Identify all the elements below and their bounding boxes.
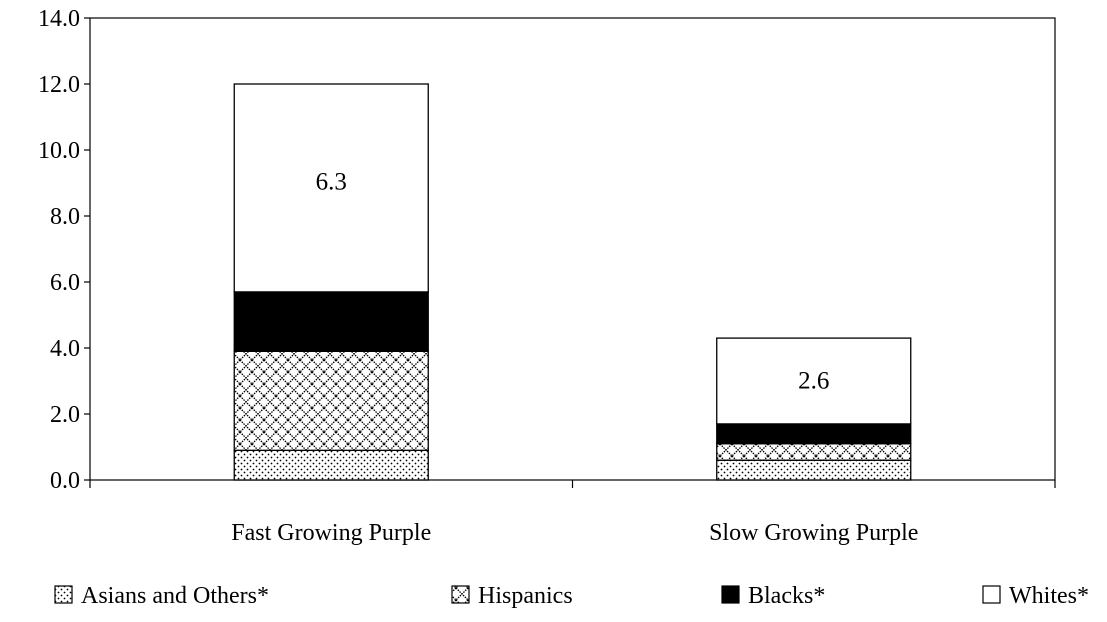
bar-segment	[233, 350, 429, 451]
bar-segment	[233, 449, 429, 481]
y-tick-label: 14.0	[38, 6, 80, 32]
bar-segment	[233, 291, 429, 352]
legend-swatch	[451, 585, 470, 604]
legend-label: Blacks*	[748, 583, 825, 609]
y-tick-label: 0.0	[50, 468, 80, 494]
legend-label: Hispanics	[478, 583, 573, 609]
y-tick-label: 8.0	[50, 204, 80, 230]
y-tick-label: 2.0	[50, 402, 80, 428]
legend-label: Asians and Others*	[81, 583, 269, 609]
y-tick-label: 10.0	[38, 138, 80, 164]
y-axis: 0.0 2.0 4.0 6.0 8.0 10.0 12.0 14.0	[38, 6, 90, 494]
x-category-label: Fast Growing Purple	[231, 520, 431, 546]
bars-group	[233, 83, 912, 481]
bar-segment	[716, 337, 912, 425]
bar-segment	[233, 83, 429, 293]
legend-swatch	[721, 585, 740, 604]
legend-swatch	[982, 585, 1001, 604]
legend-swatch	[54, 585, 73, 604]
x-axis: Fast Growing Purple Slow Growing Purple	[89, 480, 1056, 546]
legend: Asians and Others* Hispanics Blacks* Whites…	[54, 583, 1089, 609]
bar-segment	[716, 459, 912, 481]
data-label: 6.3	[316, 169, 347, 196]
bar-segment	[716, 423, 912, 445]
y-tick-label: 12.0	[38, 72, 80, 98]
y-tick-label: 6.0	[50, 270, 80, 296]
data-label: 2.6	[798, 368, 829, 395]
data-labels-group: 6.3 2.6	[316, 169, 830, 395]
bar-segment	[716, 443, 912, 461]
y-tick-label: 4.0	[50, 336, 80, 362]
x-category-label: Slow Growing Purple	[709, 520, 918, 546]
legend-label: Whites*	[1009, 583, 1089, 609]
